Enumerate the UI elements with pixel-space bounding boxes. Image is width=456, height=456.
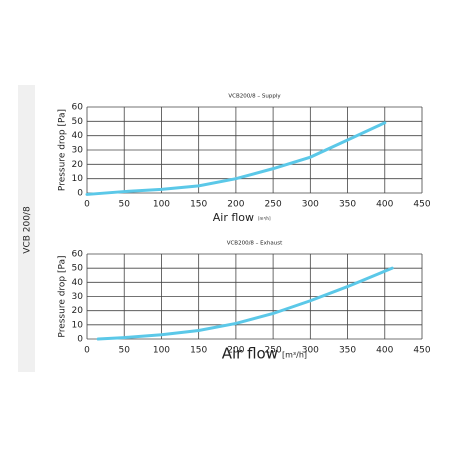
y-tick-label: 0 bbox=[77, 335, 83, 345]
y-tick-label: 50 bbox=[72, 264, 84, 274]
x-tick-label: 100 bbox=[153, 346, 170, 356]
y-tick-label: 10 bbox=[72, 320, 84, 330]
x-tick-label: 300 bbox=[302, 200, 319, 210]
x-tick-label: 350 bbox=[339, 346, 356, 356]
x-tick-label: 300 bbox=[302, 346, 319, 356]
x-tick-label: 250 bbox=[265, 200, 282, 210]
x-tick-label: 200 bbox=[227, 200, 244, 210]
x-tick-label: 250 bbox=[265, 346, 282, 356]
x-axis-label: Air flow bbox=[222, 345, 278, 363]
x-tick-label: 450 bbox=[413, 346, 430, 356]
x-tick-label: 450 bbox=[413, 200, 430, 210]
y-tick-label: 50 bbox=[72, 117, 84, 127]
y-tick-label: 60 bbox=[72, 103, 84, 113]
x-tick-label: 50 bbox=[118, 200, 130, 210]
chart-title: VCB200/8 – Exhaust bbox=[227, 241, 283, 247]
x-axis-label: Air flow bbox=[213, 211, 254, 224]
sidebar-label: VCB 200/8 bbox=[23, 206, 33, 254]
y-tick-label: 40 bbox=[72, 278, 84, 288]
x-tick-label: 0 bbox=[84, 346, 90, 356]
x-tick-label: 150 bbox=[190, 200, 207, 210]
x-tick-label: 350 bbox=[339, 200, 356, 210]
y-tick-label: 30 bbox=[72, 292, 84, 302]
y-tick-label: 10 bbox=[72, 174, 84, 184]
y-axis-label: Pressure drop [Pa] bbox=[58, 255, 68, 337]
y-tick-label: 60 bbox=[72, 250, 84, 260]
sidebar bbox=[18, 85, 35, 372]
chart-title: VCB200/8 – Supply bbox=[228, 94, 281, 100]
x-tick-label: 100 bbox=[153, 200, 170, 210]
x-tick-label: 150 bbox=[190, 346, 207, 356]
y-axis-label: Pressure drop [Pa] bbox=[58, 109, 68, 191]
y-tick-label: 20 bbox=[72, 160, 84, 170]
curve bbox=[96, 266, 394, 341]
x-tick-label: 0 bbox=[84, 200, 90, 210]
x-tick-label: 400 bbox=[376, 346, 393, 356]
y-tick-label: 30 bbox=[72, 146, 84, 156]
x-tick-label: 400 bbox=[376, 200, 393, 210]
x-tick-label: 200 bbox=[227, 346, 244, 356]
x-axis-unit: [m³/h] bbox=[282, 351, 307, 360]
curve bbox=[85, 121, 387, 196]
y-tick-label: 20 bbox=[72, 306, 84, 316]
y-tick-label: 0 bbox=[77, 189, 83, 199]
x-tick-label: 50 bbox=[118, 346, 130, 356]
y-tick-label: 40 bbox=[72, 131, 84, 141]
x-axis-unit: [m³/h] bbox=[258, 216, 271, 221]
